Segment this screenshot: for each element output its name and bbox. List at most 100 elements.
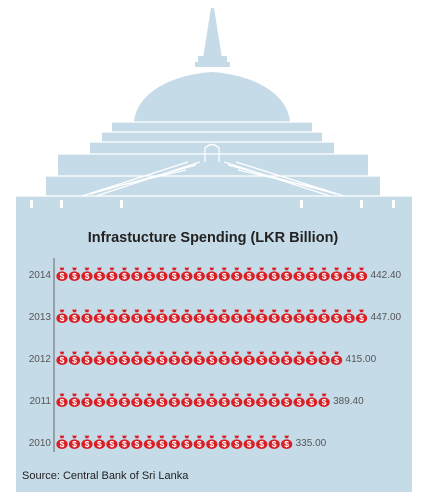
money-bag-icon (93, 435, 106, 449)
money-bag-icon (256, 351, 268, 365)
money-bag-icon (56, 393, 68, 407)
money-bag-icon (193, 393, 205, 407)
value-label: 447.00 (371, 312, 402, 323)
bar-2010 (56, 435, 293, 449)
money-bag-icon (118, 393, 130, 407)
money-bag-icon (206, 435, 218, 449)
money-bag-icon (181, 393, 193, 407)
money-bag-icon (306, 267, 318, 281)
money-bag-icon (256, 309, 268, 323)
money-bag-icon (231, 393, 243, 407)
value-label: 389.40 (333, 396, 364, 407)
money-bag-icon (330, 309, 343, 323)
money-bag-icon (193, 435, 205, 449)
money-bag-icon (168, 435, 180, 449)
money-bag-icon (156, 267, 168, 281)
money-bag-icon (343, 309, 355, 323)
money-bag-icon (93, 267, 106, 281)
money-bag-icon (156, 351, 168, 365)
money-bag-icon (56, 351, 68, 365)
money-bag-icon (68, 267, 81, 281)
money-bag-icon (156, 393, 168, 407)
money-bag-icon (193, 267, 205, 281)
money-bag-icon (68, 309, 81, 323)
money-bag-icon (218, 309, 230, 323)
money-bag-icon (156, 309, 168, 323)
money-bag-icon (193, 351, 205, 365)
money-bag-icon (93, 309, 106, 323)
year-tick-label: 2010 (29, 438, 52, 449)
money-bag-icon (281, 393, 293, 407)
money-bag-icon (68, 393, 81, 407)
money-bag-icon (56, 435, 68, 449)
money-bag-icon (193, 309, 205, 323)
money-bag-icon (131, 267, 143, 281)
money-bag-icon (318, 267, 330, 281)
money-bag-icon (293, 351, 305, 365)
money-bag-icon (156, 435, 168, 449)
money-bag-icon (218, 267, 230, 281)
money-bag-icon (106, 309, 118, 323)
money-bag-icon (256, 435, 268, 449)
chart-title: Infrastucture Spending (LKR Billion) (87, 230, 339, 246)
money-bag-icon (106, 393, 118, 407)
money-bag-icon (355, 267, 368, 281)
money-bag-icon (106, 351, 118, 365)
money-bag-icon (181, 267, 193, 281)
money-bag-icon (256, 393, 268, 407)
money-bag-icon (343, 267, 355, 281)
money-bag-icon (281, 351, 293, 365)
money-bag-icon (81, 393, 93, 407)
money-bag-icon (243, 351, 255, 365)
money-bag-icon (281, 435, 293, 449)
money-bag-icon (268, 393, 280, 407)
money-bag-icon (293, 393, 305, 407)
money-bag-icon (243, 435, 255, 449)
money-bag-icon (293, 309, 305, 323)
money-bag-icon (81, 309, 93, 323)
money-bag-icon (268, 351, 280, 365)
money-bag-icon (231, 351, 243, 365)
money-bag-icon (168, 309, 180, 323)
money-bag-icon (143, 351, 155, 365)
money-bag-icon (268, 267, 280, 281)
money-bag-icon (318, 309, 330, 323)
money-bag-icon (256, 267, 268, 281)
money-bag-icon (168, 351, 180, 365)
money-bag-icon (306, 351, 318, 365)
money-bag-icon (306, 309, 318, 323)
money-bag-icon (143, 309, 155, 323)
money-bag-icon (68, 435, 81, 449)
money-bag-icon (106, 267, 118, 281)
money-bag-icon (81, 267, 93, 281)
money-bag-icon (143, 435, 155, 449)
money-bag-icon (231, 309, 243, 323)
money-bag-icon (281, 309, 293, 323)
money-bag-icon (243, 309, 255, 323)
money-bag-icon (330, 267, 343, 281)
money-bag-icon (118, 309, 130, 323)
bar-2013 (56, 309, 368, 323)
money-bag-icon (143, 393, 155, 407)
money-bag-icon (293, 267, 305, 281)
value-label: 442.40 (371, 270, 402, 281)
money-bag-icon (206, 267, 218, 281)
money-bag-icon (93, 393, 106, 407)
money-bag-icon (68, 351, 81, 365)
money-bag-icon (206, 393, 218, 407)
value-label: 415.00 (346, 354, 377, 365)
money-bag-icon (268, 435, 280, 449)
year-tick-label: 2012 (29, 354, 52, 365)
value-label: 335.00 (296, 438, 327, 449)
money-bag-icon (56, 309, 68, 323)
money-bag-icon (81, 435, 93, 449)
money-bag-icon (218, 435, 230, 449)
money-bag-icon (218, 393, 230, 407)
money-bag-icon (231, 267, 243, 281)
money-bag-icon (231, 435, 243, 449)
money-bag-icon (330, 351, 343, 365)
source-note: Source: Central Bank of Sri Lanka (22, 470, 189, 482)
money-bag-icon (131, 309, 143, 323)
bar-2012 (56, 351, 343, 365)
